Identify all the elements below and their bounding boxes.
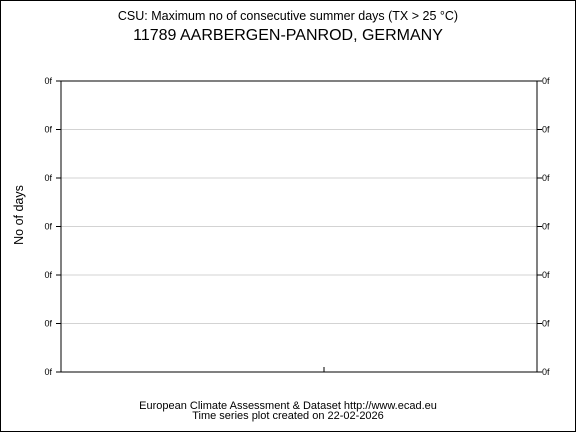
y-tick-label-right: 0f: [542, 222, 550, 232]
y-tick-label-right: 0f: [542, 270, 550, 280]
y-tick-label-left: 0f: [44, 222, 52, 232]
footer-created: Time series plot created on 22-02-2026: [192, 410, 384, 422]
y-tick-label-left: 0f: [44, 173, 52, 183]
y-tick-label-right: 0f: [542, 367, 550, 377]
y-tick-label-right: 0f: [542, 319, 550, 329]
chart-subtitle: 11789 AARBERGEN-PANROD, GERMANY: [133, 27, 443, 44]
y-tick-label-left: 0f: [44, 270, 52, 280]
y-tick-label-left: 0f: [44, 319, 52, 329]
footer-source: European Climate Assessment & Dataset ht…: [139, 400, 437, 412]
y-axis-ticks: 0f 0f 0f 0f 0f 0f 0f 0f 0f 0f 0f 0f 0f 0f: [44, 76, 550, 377]
chart-title: CSU: Maximum no of consecutive summer da…: [117, 9, 459, 23]
y-tick-label-left: 0f: [44, 125, 52, 135]
y-tick-label-right: 0f: [542, 125, 550, 135]
y-tick-label-left: 0f: [44, 76, 52, 86]
y-tick-label-right: 0f: [542, 173, 550, 183]
y-tick-label-left: 0f: [44, 367, 52, 377]
gridlines: [61, 129, 537, 324]
y-tick-label-right: 0f: [542, 76, 550, 86]
